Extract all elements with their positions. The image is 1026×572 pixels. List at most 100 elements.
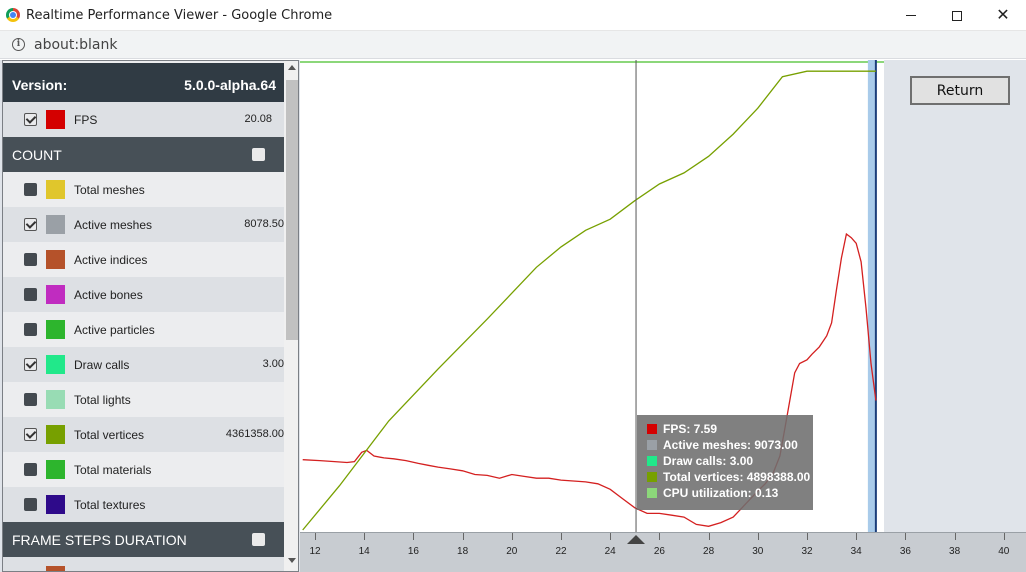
- frame-steps-row[interactable]: [3, 557, 284, 571]
- scroll-down-arrow-icon[interactable]: [288, 558, 296, 563]
- count-item-swatch[interactable]: [46, 250, 65, 269]
- timeline-tick-label: 12: [309, 546, 321, 557]
- timeline-tick-label: 28: [703, 546, 715, 557]
- fps-swatch[interactable]: [46, 110, 65, 129]
- count-item-swatch[interactable]: [46, 320, 65, 339]
- timeline-tick-label: 20: [506, 546, 518, 557]
- timeline-tick-label: 32: [801, 546, 813, 557]
- count-section-checkbox[interactable]: [252, 148, 265, 161]
- count-item-row[interactable]: Active meshes 8078.50: [3, 207, 284, 242]
- timeline[interactable]: 12 14 16 18 20 22 24 26 28 30 32 34 36 38 40: [300, 532, 1026, 572]
- count-item-label: Draw calls: [74, 358, 130, 372]
- count-item-checkbox[interactable]: [24, 463, 37, 476]
- timeline-tick: [905, 533, 907, 540]
- count-item-label: Total materials: [74, 463, 152, 477]
- timeline-tick: [413, 533, 415, 540]
- fps-checkbox[interactable]: [24, 113, 37, 126]
- count-item-checkbox[interactable]: [24, 323, 37, 336]
- minimize-icon: [906, 15, 916, 16]
- count-item-swatch[interactable]: [46, 425, 65, 444]
- performance-chart[interactable]: [300, 60, 884, 532]
- count-item-row[interactable]: Total materials: [3, 452, 284, 487]
- tooltip-swatch: [647, 488, 657, 498]
- scroll-up-arrow-icon[interactable]: [288, 65, 296, 70]
- count-item-checkbox[interactable]: [24, 288, 37, 301]
- timeline-tick-label: 40: [998, 546, 1010, 557]
- scrollbar-thumb[interactable]: [286, 80, 298, 340]
- address-bar: i about:blank: [0, 31, 1026, 59]
- timeline-tick-label: 22: [555, 546, 567, 557]
- timeline-tick: [315, 533, 316, 540]
- tooltip-text: Active meshes: 9073.00: [663, 438, 798, 452]
- count-item-row[interactable]: Active particles: [3, 312, 284, 347]
- timeline-tick-label: 36: [899, 546, 911, 557]
- frame-steps-section-header[interactable]: FRAME STEPS DURATION: [3, 522, 284, 557]
- count-item-row[interactable]: Active indices: [3, 242, 284, 277]
- tooltip-row: Total vertices: 4898388.00: [647, 469, 813, 485]
- count-item-checkbox[interactable]: [24, 498, 37, 511]
- count-item-swatch[interactable]: [46, 285, 65, 304]
- count-item-row[interactable]: Total lights: [3, 382, 284, 417]
- version-label: Version:: [12, 77, 68, 93]
- timeline-tick: [659, 533, 661, 540]
- close-icon: ✕: [996, 6, 1010, 24]
- version-value: 5.0.0-alpha.64: [184, 77, 276, 93]
- sidebar: Version: 5.0.0-alpha.64 FPS 20.08 COUNT …: [2, 60, 299, 572]
- count-item-value: 3.00: [262, 358, 284, 370]
- tooltip-text: FPS: 7.59: [663, 422, 718, 436]
- timeline-tick-label: 14: [358, 546, 370, 557]
- tooltip-row: Draw calls: 3.00: [647, 453, 813, 469]
- count-item-checkbox[interactable]: [24, 358, 37, 371]
- timeline-tick: [807, 533, 808, 540]
- tooltip-text: CPU utilization: 0.13: [663, 486, 779, 500]
- timeline-tick: [511, 533, 513, 540]
- timeline-cursor-marker-icon[interactable]: [627, 535, 646, 544]
- count-item-swatch[interactable]: [46, 460, 65, 479]
- fps-value: 20.08: [244, 113, 272, 125]
- count-item-checkbox[interactable]: [24, 393, 37, 406]
- maximize-button[interactable]: [934, 0, 980, 31]
- tooltip-swatch: [647, 440, 657, 450]
- fps-row[interactable]: FPS 20.08: [3, 102, 284, 137]
- return-button[interactable]: Return: [910, 76, 1010, 105]
- count-item-label: Active meshes: [74, 218, 153, 232]
- minimize-button[interactable]: [888, 0, 934, 31]
- count-item-label: Active indices: [74, 253, 148, 267]
- count-item-swatch[interactable]: [46, 215, 65, 234]
- info-icon[interactable]: i: [12, 38, 25, 51]
- timeline-tick-label: 38: [949, 546, 961, 557]
- count-item-checkbox[interactable]: [24, 428, 37, 441]
- title-bar: Realtime Performance Viewer - Google Chr…: [0, 0, 1026, 31]
- timeline-tick-label: 18: [457, 546, 469, 557]
- count-item-label: Total meshes: [74, 183, 145, 197]
- chrome-logo-icon: [6, 8, 20, 22]
- count-item-swatch[interactable]: [46, 390, 65, 409]
- url-text[interactable]: about:blank: [34, 37, 118, 53]
- timeline-tick: [610, 533, 612, 540]
- frame-step-swatch[interactable]: [46, 566, 65, 571]
- tooltip-row: Active meshes: 9073.00: [647, 437, 813, 453]
- count-item-row[interactable]: Total vertices 4361358.00: [3, 417, 284, 452]
- timeline-tick-label: 24: [604, 546, 616, 557]
- frame-steps-section-checkbox[interactable]: [252, 533, 265, 546]
- sidebar-scrollbar[interactable]: [284, 61, 298, 571]
- close-button[interactable]: ✕: [980, 0, 1026, 31]
- count-item-swatch[interactable]: [46, 495, 65, 514]
- count-section-header[interactable]: COUNT: [3, 137, 284, 172]
- count-item-row[interactable]: Total meshes: [3, 172, 284, 207]
- count-item-checkbox[interactable]: [24, 218, 37, 231]
- count-item-checkbox[interactable]: [24, 253, 37, 266]
- count-item-value: 8078.50: [244, 218, 284, 230]
- timeline-viewport[interactable]: [300, 532, 876, 572]
- count-item-label: Active particles: [74, 323, 155, 337]
- timeline-tick: [708, 533, 710, 540]
- count-item-swatch[interactable]: [46, 355, 65, 374]
- chart-tooltip: FPS: 7.59 Active meshes: 9073.00 Draw call…: [637, 415, 813, 510]
- timeline-tick-label: 16: [407, 546, 419, 557]
- count-item-label: Total textures: [74, 498, 146, 512]
- count-item-swatch[interactable]: [46, 180, 65, 199]
- count-item-row[interactable]: Total textures: [3, 487, 284, 522]
- count-item-row[interactable]: Draw calls 3.00: [3, 347, 284, 382]
- count-item-checkbox[interactable]: [24, 183, 37, 196]
- count-item-row[interactable]: Active bones: [3, 277, 284, 312]
